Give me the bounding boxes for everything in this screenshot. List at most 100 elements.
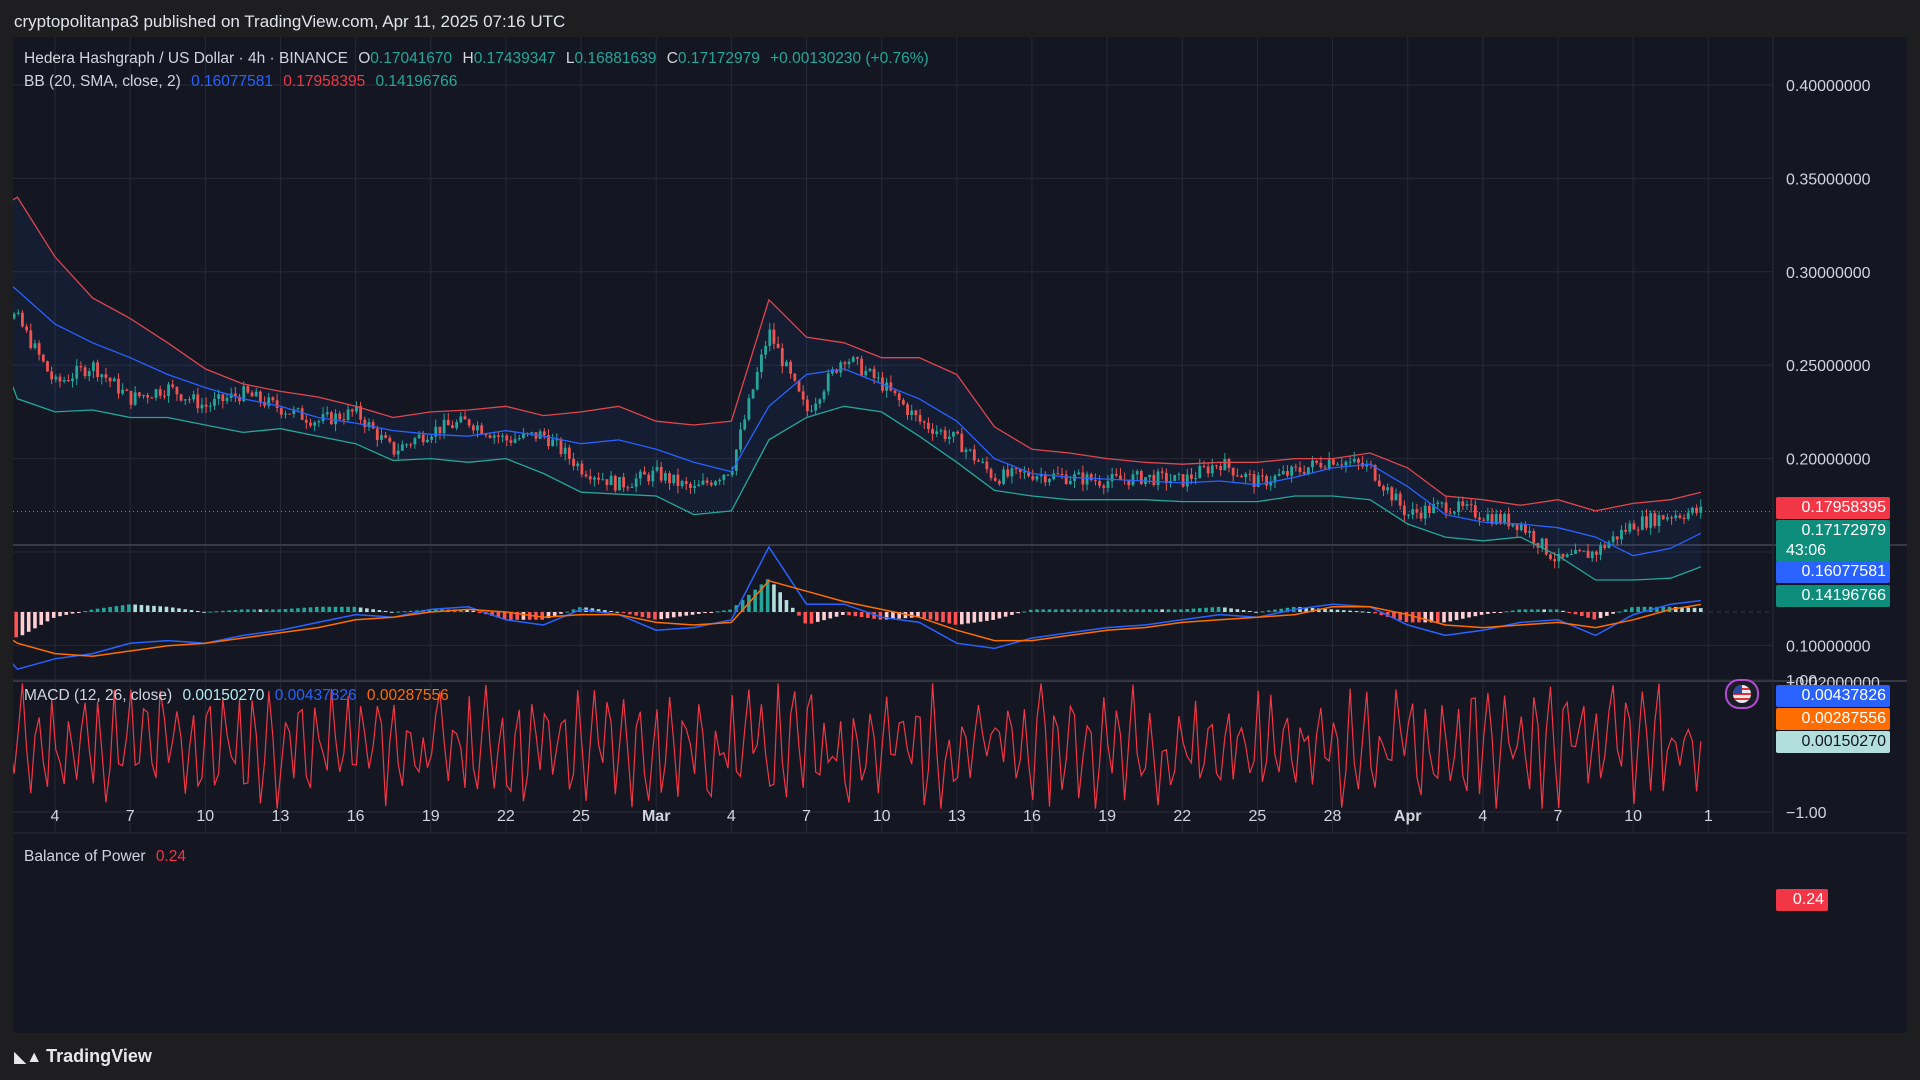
candle-body[interactable]	[1498, 513, 1502, 523]
candle-body[interactable]	[46, 361, 49, 372]
candle-body[interactable]	[1599, 545, 1602, 555]
candle-body[interactable]	[977, 460, 980, 462]
macd-histogram-bar[interactable]	[1191, 608, 1196, 612]
candle-body[interactable]	[643, 471, 646, 475]
macd-histogram-bar[interactable]	[1072, 609, 1077, 612]
candle-body[interactable]	[1357, 459, 1360, 463]
candle-body[interactable]	[1390, 487, 1394, 501]
candle-body[interactable]	[935, 431, 939, 434]
candle-body[interactable]	[250, 392, 254, 397]
macd-histogram-bar[interactable]	[277, 609, 281, 612]
candle-body[interactable]	[1382, 486, 1385, 491]
candle-body[interactable]	[288, 413, 292, 415]
candle-body[interactable]	[693, 486, 697, 488]
macd-histogram-bar[interactable]	[83, 610, 87, 612]
macd-histogram-bar[interactable]	[790, 607, 795, 612]
candle-body[interactable]	[41, 354, 45, 362]
candle-body[interactable]	[1323, 467, 1327, 469]
candle-body[interactable]	[1615, 536, 1619, 540]
candle-body[interactable]	[609, 475, 613, 485]
macd-histogram-bar[interactable]	[1579, 612, 1584, 616]
macd-histogram-bar[interactable]	[1461, 612, 1465, 619]
macd-histogram-bar[interactable]	[1223, 607, 1227, 612]
candle-body[interactable]	[972, 449, 976, 461]
candle-body[interactable]	[221, 394, 225, 402]
candle-body[interactable]	[818, 399, 822, 404]
macd-histogram-bar[interactable]	[271, 609, 275, 612]
candle-body[interactable]	[1423, 505, 1427, 519]
macd-histogram-bar[interactable]	[51, 612, 56, 618]
candle-body[interactable]	[1482, 519, 1486, 521]
candle-body[interactable]	[597, 477, 600, 480]
macd-histogram-bar[interactable]	[1091, 609, 1096, 612]
candle-body[interactable]	[279, 408, 283, 415]
candle-body[interactable]	[1027, 471, 1031, 477]
candle-body[interactable]	[1444, 502, 1448, 513]
macd-histogram-bar[interactable]	[866, 612, 870, 618]
macd-histogram-bar[interactable]	[546, 612, 551, 619]
candle-body[interactable]	[317, 421, 321, 423]
candle-body[interactable]	[1670, 517, 1673, 519]
macd-histogram-bar[interactable]	[33, 612, 37, 629]
macd-histogram-bar[interactable]	[120, 605, 125, 612]
macd-histogram-bar[interactable]	[665, 612, 670, 619]
macd-histogram-bar[interactable]	[365, 608, 369, 612]
candle-body[interactable]	[150, 397, 154, 399]
macd-histogram-bar[interactable]	[39, 612, 44, 625]
candle-body[interactable]	[1018, 468, 1022, 473]
macd-histogram-bar[interactable]	[1542, 609, 1547, 612]
macd-histogram-bar[interactable]	[1698, 608, 1703, 612]
macd-histogram-bar[interactable]	[1479, 612, 1484, 615]
macd-histogram-bar[interactable]	[1329, 609, 1334, 612]
candle-body[interactable]	[1695, 507, 1699, 513]
candle-body[interactable]	[1553, 559, 1557, 562]
macd-histogram-bar[interactable]	[1097, 609, 1102, 612]
candle-body[interactable]	[1494, 513, 1498, 525]
macd-histogram-bar[interactable]	[70, 612, 75, 614]
candle-body[interactable]	[79, 366, 83, 368]
macd-histogram-bar[interactable]	[1342, 610, 1346, 612]
candle-body[interactable]	[1119, 475, 1122, 480]
macd-histogram-bar[interactable]	[108, 606, 112, 612]
candle-body[interactable]	[956, 431, 960, 434]
macd-histogram-bar[interactable]	[1385, 612, 1390, 617]
candle-body[interactable]	[196, 394, 200, 409]
macd-histogram-bar[interactable]	[1630, 607, 1634, 612]
candle-body[interactable]	[1077, 472, 1081, 475]
macd-histogram-bar[interactable]	[803, 612, 808, 624]
macd-histogram-bar[interactable]	[89, 609, 94, 612]
candle-body[interactable]	[238, 396, 241, 402]
macd-histogram-bar[interactable]	[114, 606, 119, 612]
candle-body[interactable]	[233, 393, 237, 397]
candle-body[interactable]	[1173, 475, 1177, 481]
macd-histogram-bar[interactable]	[252, 609, 256, 612]
macd-histogram-bar[interactable]	[590, 608, 595, 612]
candle-body[interactable]	[814, 403, 818, 411]
macd-histogram-bar[interactable]	[1229, 608, 1233, 612]
macd-histogram-bar[interactable]	[1179, 609, 1183, 612]
candle-body[interactable]	[200, 404, 204, 409]
macd-histogram-bar[interactable]	[1692, 607, 1697, 612]
macd-histogram-bar[interactable]	[1517, 609, 1521, 612]
candle-body[interactable]	[772, 329, 776, 344]
macd-histogram-bar[interactable]	[1554, 609, 1559, 612]
candle-body[interactable]	[137, 392, 141, 397]
macd-histogram-bar[interactable]	[352, 606, 357, 612]
macd-histogram-bar[interactable]	[327, 606, 332, 612]
macd-histogram-bar[interactable]	[1116, 609, 1121, 612]
candle-body[interactable]	[117, 378, 120, 394]
macd-histogram-bar[interactable]	[722, 610, 726, 612]
macd-histogram-bar[interactable]	[20, 612, 25, 636]
candle-body[interactable]	[584, 474, 588, 477]
macd-histogram-bar[interactable]	[308, 607, 313, 612]
macd-histogram-bar[interactable]	[659, 612, 664, 620]
candle-body[interactable]	[876, 377, 880, 379]
candle-body[interactable]	[1248, 473, 1252, 475]
macd-histogram-bar[interactable]	[64, 612, 69, 615]
candle-body[interactable]	[647, 474, 651, 482]
macd-histogram-bar[interactable]	[1035, 609, 1039, 612]
macd-histogram-bar[interactable]	[765, 579, 770, 612]
candle-body[interactable]	[409, 444, 413, 446]
candle-body[interactable]	[801, 391, 805, 400]
candle-body[interactable]	[1411, 509, 1415, 515]
